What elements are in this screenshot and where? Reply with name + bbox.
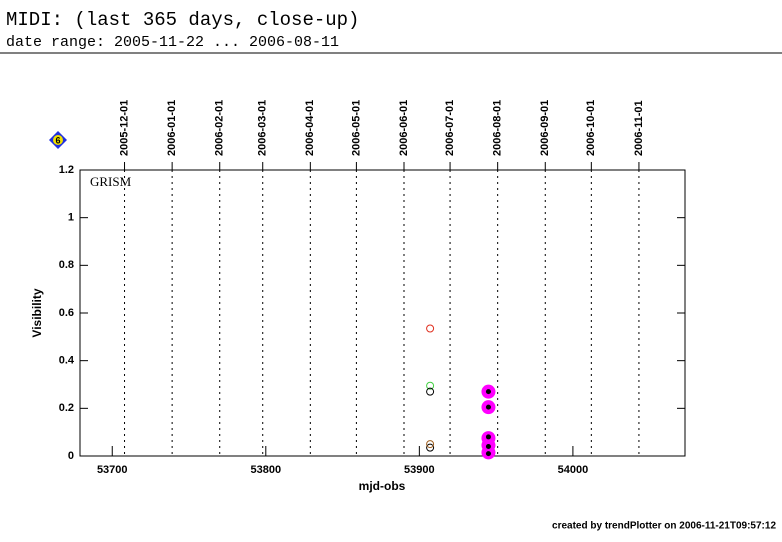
month-label: 2006-10-01 xyxy=(585,100,597,156)
point xyxy=(485,434,491,440)
month-label: 2006-08-01 xyxy=(492,100,504,156)
y-tick-label: 0.2 xyxy=(59,402,74,414)
plot-frame xyxy=(79,169,686,457)
y-tick-label: 0.8 xyxy=(59,259,74,271)
point xyxy=(485,389,491,395)
point xyxy=(485,451,491,457)
month-label: 2006-03-01 xyxy=(257,100,269,156)
chart-title: MIDI: (last 365 days, close-up) xyxy=(6,9,359,31)
point xyxy=(485,443,491,449)
point xyxy=(426,443,435,452)
x-tick-label: 54000 xyxy=(558,464,589,476)
month-label: 2006-09-01 xyxy=(539,100,551,156)
month-label: 2006-02-01 xyxy=(214,100,226,156)
month-label: 2006-05-01 xyxy=(350,100,362,156)
y-tick-label: 0.6 xyxy=(59,307,74,319)
x-tick-label: 53900 xyxy=(404,464,435,476)
y-tick-label: 0 xyxy=(68,450,74,462)
point xyxy=(485,404,491,410)
y-axis-label: Visibility xyxy=(30,288,44,337)
y-tick-label: 0.4 xyxy=(59,355,75,367)
badge: 6 xyxy=(55,135,60,145)
x-axis-label: mjd-obs xyxy=(359,479,406,493)
month-label: 2006-01-01 xyxy=(166,100,178,156)
y-tick-label: 1.2 xyxy=(59,164,74,176)
badge-dot xyxy=(53,135,63,145)
chart-subtitle: date range: 2005-11-22 ... 2006-08-11 xyxy=(6,34,339,51)
month-label: 2006-11-01 xyxy=(633,100,645,156)
month-label: 2006-07-01 xyxy=(444,100,456,156)
month-label: 2005-12-01 xyxy=(118,100,130,156)
x-tick-label: 53700 xyxy=(97,464,128,476)
point xyxy=(426,440,435,449)
point xyxy=(426,324,435,333)
month-label: 2006-06-01 xyxy=(398,100,410,156)
y-tick-label: 1 xyxy=(68,212,74,224)
x-tick-label: 53800 xyxy=(251,464,282,476)
footer: created by trendPlotter on 2006-11-21T09… xyxy=(552,521,776,532)
annotation: GRISM xyxy=(90,174,132,189)
month-label: 2006-04-01 xyxy=(304,100,316,156)
point xyxy=(426,381,435,390)
point xyxy=(426,387,435,396)
